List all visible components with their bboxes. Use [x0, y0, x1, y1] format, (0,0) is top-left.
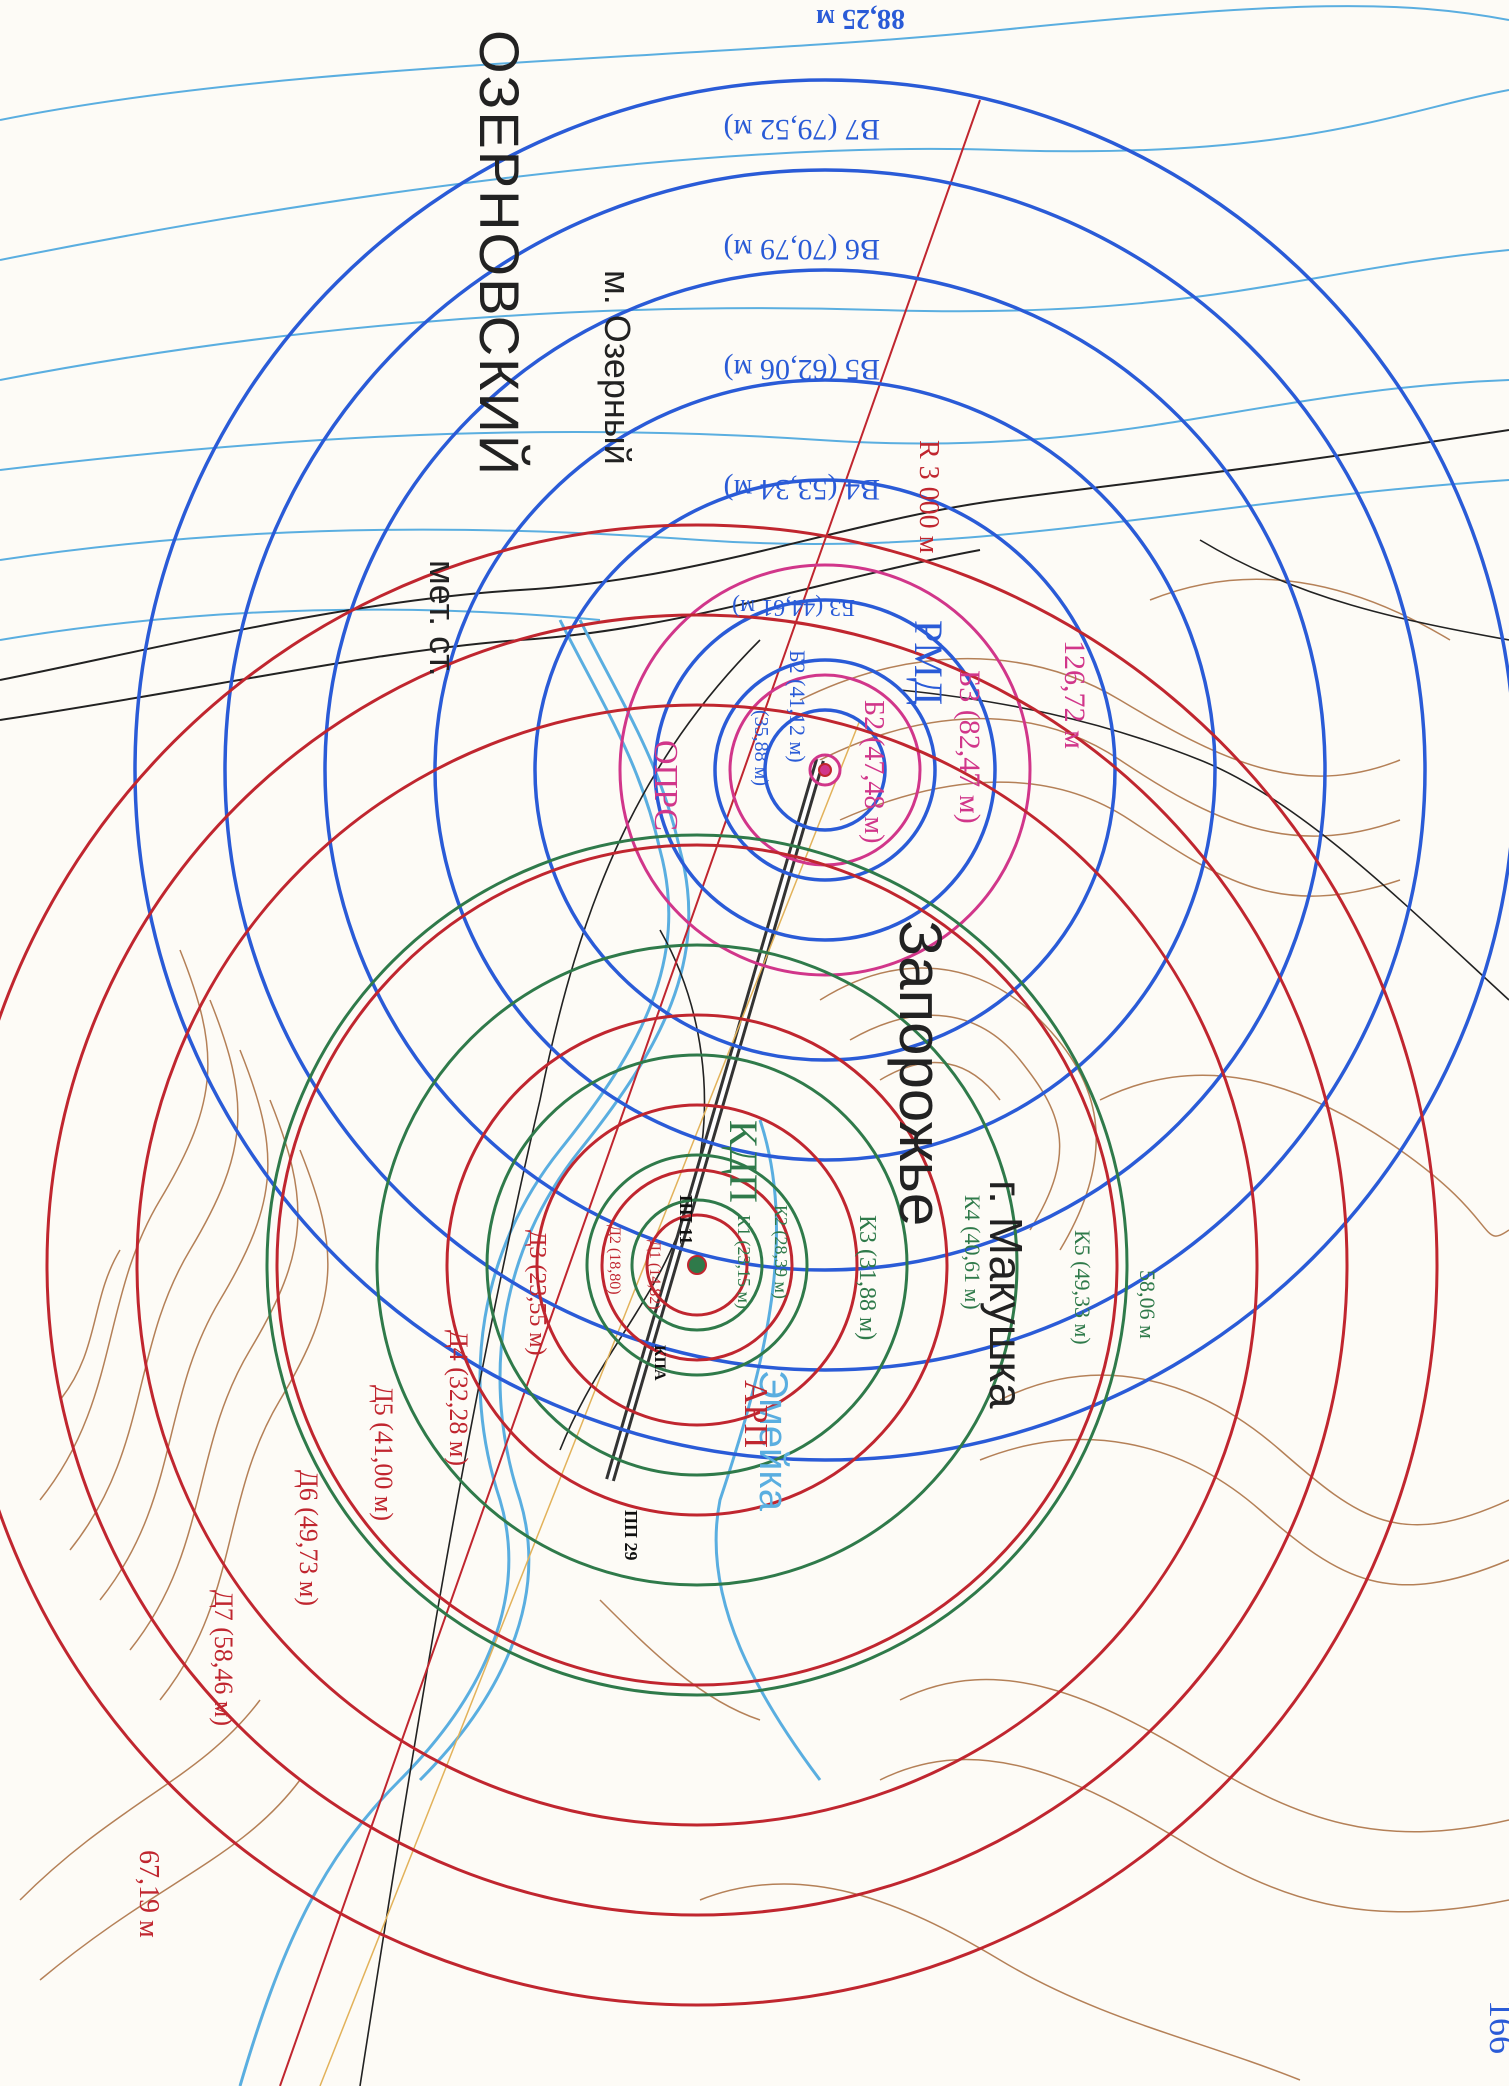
village-label: Запорожье [887, 920, 954, 1226]
rmd-marker [818, 763, 832, 777]
magenta-ring-1 [808, 753, 842, 787]
blue-ring-4 [533, 478, 1117, 1062]
green-ring-1 [630, 1198, 764, 1332]
radius-label: R 3 000 м [913, 440, 944, 554]
green-ring-4 [375, 943, 1019, 1587]
red-ring-2 [600, 1168, 794, 1362]
blue-ring-label: В4 (53,34 м) [724, 473, 880, 506]
green-ring-label: 58,06 м [1135, 1270, 1160, 1339]
green-rings [265, 833, 1129, 1697]
river-label: Эмейка [751, 1370, 795, 1512]
blue-ring-label: В7 (79,52 м) [724, 113, 880, 146]
magenta-ring-label: Б2 (47,48 м) [858, 700, 889, 843]
blue-ring-8 [133, 78, 1509, 1462]
magenta-ring-3 [618, 563, 1032, 977]
blue-ring-2 [713, 658, 937, 882]
red-ring-label: Д5 (41,00 м) [369, 1385, 398, 1521]
blue-ring-label: 88,25 м [816, 3, 905, 34]
green-ring-label: К5 (49,33 м) [1070, 1230, 1095, 1345]
blue-ring-label: В6 (70,79 м) [724, 233, 880, 266]
red-ring-label: Д6 (49,73 м) [294, 1470, 323, 1606]
pp29-label: ПП 29 [621, 1510, 641, 1561]
terrain-contours [19, 578, 1509, 2081]
sea-lines [0, 5, 1509, 641]
blue-rings [133, 78, 1509, 1462]
blue-ring-label: Б3 (44,61 м) [732, 594, 855, 620]
blue-ring-7 [223, 168, 1427, 1372]
green-ring-label: К4 (40,61 м) [960, 1195, 985, 1310]
pp11-label: ПП 11 [676, 1195, 696, 1245]
red-ring-label: Д3 (23,55 м) [524, 1230, 550, 1356]
red-ring-7 [45, 613, 1349, 1917]
blue-ring-1 [763, 708, 887, 832]
green-ring-3 [485, 1053, 909, 1477]
red-ring-label: Д7 (58,46 м) [209, 1590, 238, 1726]
red-ring-label: Д4 (32,28 м) [444, 1330, 473, 1466]
kpa-label: КПА [651, 1345, 668, 1381]
green-ring-label: К3 (31,88 м) [854, 1215, 880, 1340]
red-ring-3 [535, 1103, 859, 1427]
rmd-label: РМД [906, 620, 951, 705]
region-sub-label: мет. ст. [422, 560, 463, 677]
red-ring-4 [445, 1013, 949, 1517]
map-number: 166 [1482, 2000, 1509, 2054]
red-ring-label: 67,19 м [133, 1850, 164, 1938]
blue-ring-label: В5 (62,06 м) [724, 353, 880, 386]
red-rings [0, 523, 1439, 2007]
red-ring-label: Д1 (14,82) [646, 1240, 663, 1310]
blue-ring-6 [323, 268, 1327, 1272]
red-ring-5 [275, 843, 1119, 1687]
region-label: ОЗЕРНОВСКИЙ [468, 30, 531, 477]
green-ring-2 [585, 1153, 809, 1377]
arp-label: АРП [737, 1380, 774, 1448]
arp-marker [687, 1255, 707, 1275]
red-ring-8 [0, 523, 1439, 2007]
river [238, 619, 822, 2086]
red-ring-6 [135, 703, 1259, 1827]
blue-ring-label: (35,88 м) [750, 710, 772, 786]
red-ring-label: Д2 (18,80) [606, 1225, 623, 1295]
bearing-lines [279, 99, 981, 2086]
cape-label: м. Озерный [597, 270, 638, 465]
runway [605, 758, 825, 1482]
red-ring-1 [645, 1213, 749, 1317]
blue-ring-label: Б2 (41,12 м) [785, 650, 810, 763]
magenta-ring-label: 126,72 м [1058, 640, 1091, 749]
green-ring-5 [265, 833, 1129, 1697]
blue-ring-3 [653, 598, 997, 942]
hill-label: г. Макушка [980, 1180, 1032, 1409]
green-ring-label: К2 (28,39 м) [770, 1205, 791, 1299]
magenta-ring-label: Б3 (82,47 м) [953, 670, 986, 824]
kdp-label: КДП [721, 1120, 766, 1203]
green-ring-label: К1 (23,15 м) [733, 1215, 754, 1309]
obrs-label: ОПРС [647, 740, 684, 831]
